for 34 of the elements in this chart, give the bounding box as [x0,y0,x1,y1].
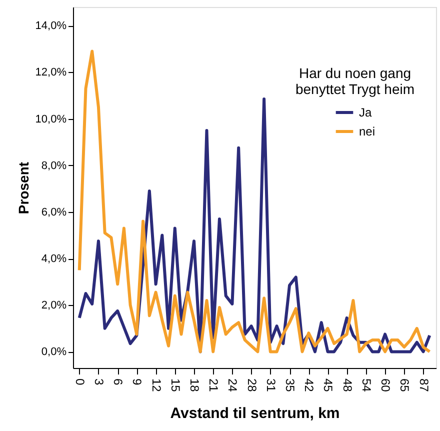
x-tick-label: 6 [111,378,126,386]
x-tick-label: 18 [188,378,202,392]
line-series [78,50,432,354]
x-tick-label: 65 [398,378,412,392]
x-tick-label: 3 [92,378,106,386]
x-tick-label: 48 [340,378,354,392]
x-tick-label: 12 [149,378,164,392]
y-tick-label: 8,0% [41,160,67,172]
x-tick-label: 42 [302,378,316,392]
y-tick-label: 14,0% [35,20,67,32]
x-tick-label: 31 [264,378,278,392]
x-tick-label: 35 [283,378,298,392]
y-tick-label: 12,0% [35,66,67,79]
x-tick-label: 45 [321,378,336,392]
y-tick-label: 2,0% [41,300,67,312]
y-tick-label: 6,0% [41,206,67,218]
legend-title: Har du noen gang benyttet Trygt heim [295,65,415,97]
x-tick-label: 87 [416,378,431,392]
x-tick-label: 24 [226,378,240,392]
x-axis-title: Avstand til sentrum, km [170,404,340,422]
legend-label: Ja [359,106,372,120]
x-tick-label: 54 [359,378,374,392]
x-tick-label: 0 [72,378,87,386]
y-axis-title: Prosent [15,162,32,214]
x-tick-label: 21 [206,378,221,392]
y-tick-label: 0,0% [41,346,67,358]
y-tick-label: 4,0% [41,253,67,266]
legend-label: nei [359,124,376,138]
x-tick-label: 28 [244,378,259,392]
y-tick-label: 10,0% [35,113,67,126]
line-series [78,97,432,354]
x-tick-label: 15 [168,378,182,392]
x-tick-label: 60 [378,378,393,392]
x-tick-label: 9 [130,378,144,386]
